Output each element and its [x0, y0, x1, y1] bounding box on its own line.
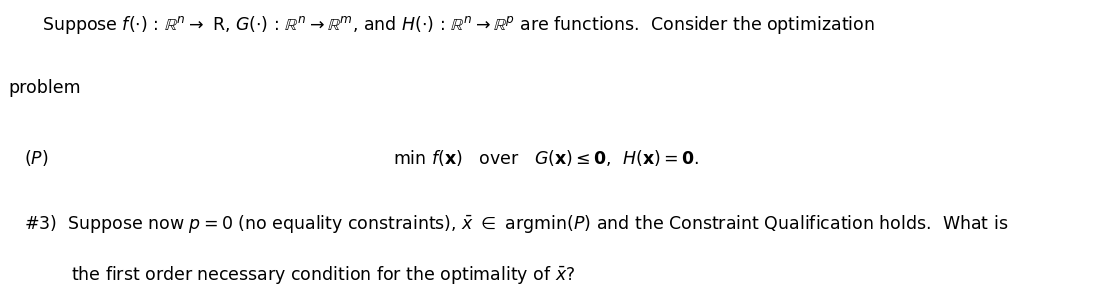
Text: the first order necessary condition for the optimality of $\bar{x}$?: the first order necessary condition for …: [71, 264, 575, 286]
Text: Suppose $f(\cdot)$ : $\mathbb{R}^n \to$ R, $G(\cdot)$ : $\mathbb{R}^n \to \mathb: Suppose $f(\cdot)$ : $\mathbb{R}^n \to$ …: [42, 14, 874, 36]
Text: $(P)$: $(P)$: [24, 148, 48, 168]
Text: #3)  Suppose now $p = 0$ (no equality constraints), $\bar{x}$ $\in$ argmin$(P)$ : #3) Suppose now $p = 0$ (no equality con…: [24, 213, 1009, 235]
Text: problem: problem: [9, 79, 81, 97]
Text: min $f(\mathbf{x})$   over   $G(\mathbf{x}) \leq \mathbf{0}$,  $H(\mathbf{x}) = : min $f(\mathbf{x})$ over $G(\mathbf{x}) …: [393, 148, 700, 168]
